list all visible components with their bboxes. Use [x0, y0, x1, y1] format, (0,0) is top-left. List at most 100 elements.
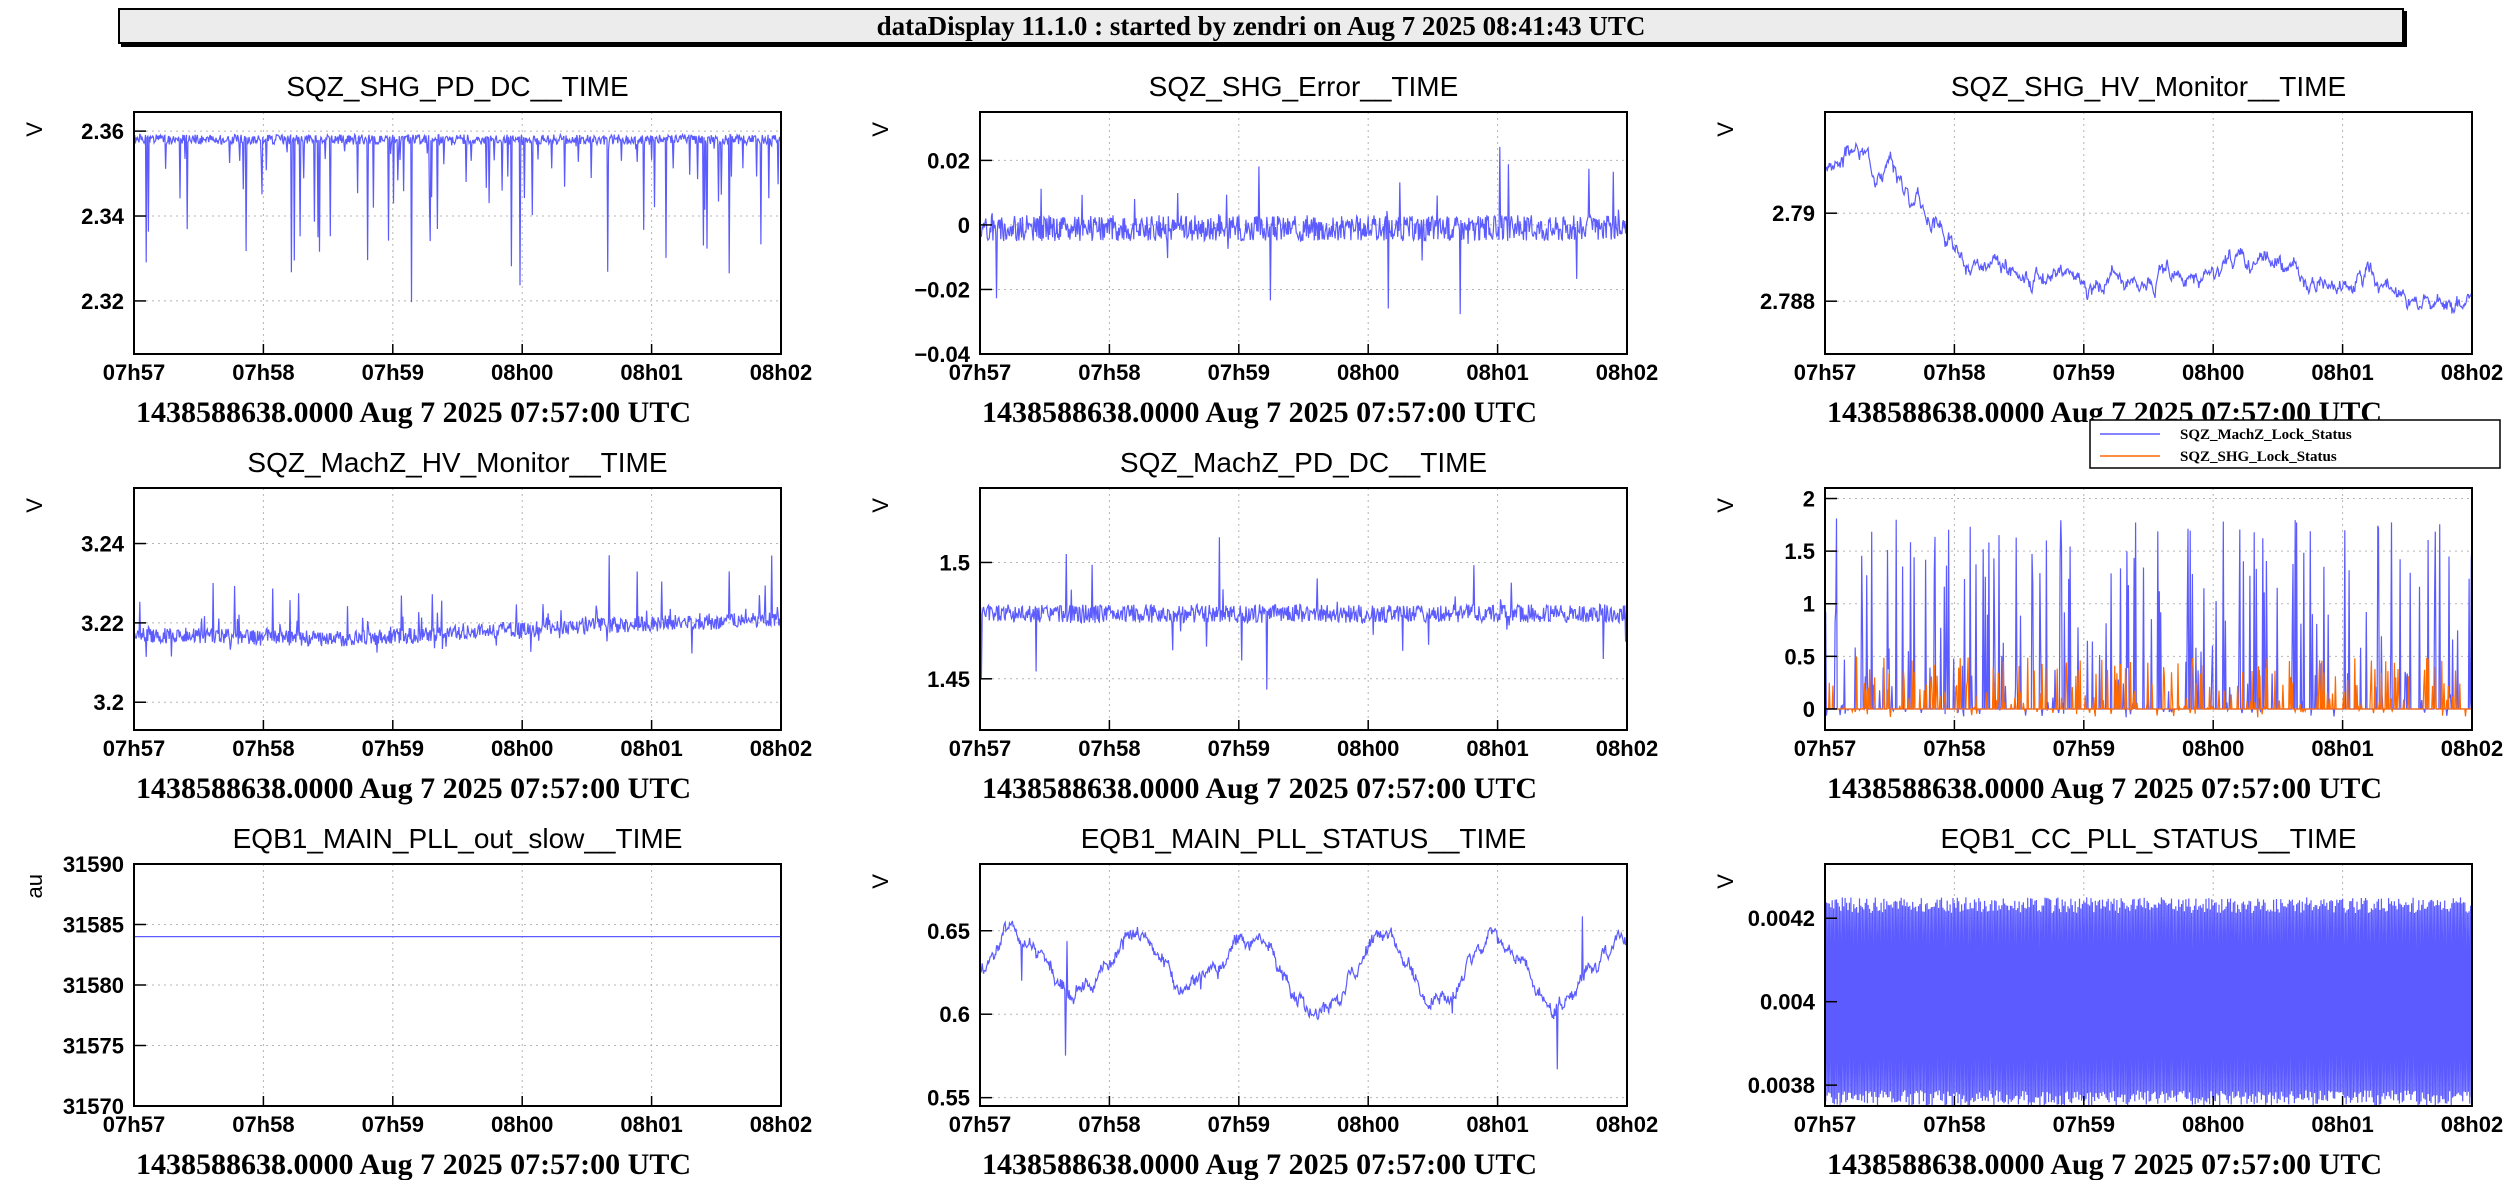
- y-axis-unit: V: [22, 122, 47, 137]
- y-tick-label: 2.36: [81, 119, 124, 144]
- y-tick-label: 31590: [63, 852, 124, 877]
- y-tick-label: 1.5: [1784, 539, 1815, 564]
- x-tick-label: 07h59: [2053, 1112, 2115, 1137]
- plot-title: EQB1_MAIN_PLL_out_slow__TIME: [233, 823, 683, 854]
- plot-panel: EQB1_CC_PLL_STATUS__TIME V 07h57 07h58 07h59…: [1713, 823, 2503, 1180]
- y-axis-unit: V: [868, 122, 893, 137]
- y-tick-label: 31575: [63, 1034, 124, 1059]
- x-tick-label: 07h59: [362, 360, 424, 385]
- y-tick-label: 2.32: [81, 289, 124, 314]
- series-line: [133, 555, 782, 657]
- y-axis-unit: V: [1713, 122, 1738, 137]
- x-tick-label: 07h58: [232, 736, 294, 761]
- y-tick-label: 1.5: [939, 550, 970, 575]
- x-tick-label: 07h57: [949, 1112, 1011, 1137]
- series-line: [979, 916, 1628, 1070]
- y-axis-unit: V: [1713, 498, 1738, 513]
- x-tick-label: 08h00: [491, 736, 553, 761]
- y-tick-label: 0.5: [1784, 644, 1815, 669]
- x-tick-label: 07h59: [362, 1112, 424, 1137]
- x-tick-label: 08h01: [2311, 736, 2373, 761]
- x-tick-label: 07h57: [1794, 736, 1856, 761]
- y-tick-label: 1.45: [927, 667, 970, 692]
- y-tick-label: 0.6: [939, 1002, 970, 1027]
- x-tick-label: 07h59: [1208, 1112, 1270, 1137]
- y-tick-label: 3.2: [93, 690, 124, 715]
- y-axis-unit: au: [22, 874, 47, 898]
- time-subtitle: 1438588638.0000 Aug 7 2025 07:57:00 UTC: [136, 396, 691, 429]
- y-tick-label: 31580: [63, 973, 124, 998]
- time-subtitle: 1438588638.0000 Aug 7 2025 07:57:00 UTC: [982, 772, 1537, 805]
- x-tick-label: 08h01: [2311, 360, 2373, 385]
- plot-title: SQZ_MachZ_PD_DC__TIME: [1120, 447, 1487, 478]
- plot-frame: [1824, 487, 2473, 731]
- series-line: [979, 537, 1628, 690]
- x-tick-label: 07h59: [1208, 736, 1270, 761]
- time-subtitle: 1438588638.0000 Aug 7 2025 07:57:00 UTC: [982, 1148, 1537, 1180]
- x-tick-label: 08h02: [2441, 736, 2503, 761]
- series-line: [1824, 141, 2473, 315]
- y-tick-label: 0: [1803, 697, 1815, 722]
- x-tick-label: 08h00: [1337, 360, 1399, 385]
- x-tick-label: 08h00: [1337, 1112, 1399, 1137]
- x-tick-label: 08h01: [1466, 360, 1528, 385]
- x-tick-label: 08h01: [1466, 736, 1528, 761]
- plot-panel: V 07h57 07h58 07h59 08h00 08h01 08h02 0 0.5 1 1.5 2…: [1713, 419, 2503, 805]
- y-tick-label: 2.788: [1760, 289, 1815, 314]
- x-tick-label: 08h02: [1596, 1112, 1658, 1137]
- legend-label: SQZ_MachZ_Lock_Status: [2180, 427, 2352, 443]
- series-line: [1825, 656, 2472, 718]
- x-tick-label: 07h59: [2053, 360, 2115, 385]
- x-tick-label: 08h00: [2182, 1112, 2244, 1137]
- x-tick-label: 08h01: [620, 360, 682, 385]
- y-tick-label: 0.55: [927, 1086, 970, 1111]
- plot-panel: SQZ_MachZ_PD_DC__TIME V 07h57 07h58 07h59 08h…: [868, 447, 1658, 805]
- plot-panel: SQZ_SHG_PD_DC__TIME V 07h57 07h58 07h59 08h00…: [22, 71, 812, 429]
- x-tick-label: 07h58: [232, 1112, 294, 1137]
- y-tick-label: 2.34: [81, 204, 125, 229]
- x-tick-label: 07h57: [103, 736, 165, 761]
- x-tick-label: 07h57: [103, 1112, 165, 1137]
- y-tick-label: 3.24: [81, 532, 125, 557]
- header-bar: dataDisplay 11.1.0 : started by zendri o…: [118, 8, 2404, 44]
- plot-frame: [133, 487, 782, 731]
- y-tick-label: 1: [1803, 592, 1815, 617]
- plot-frame: [979, 111, 1628, 355]
- x-tick-label: 08h01: [1466, 1112, 1528, 1137]
- y-tick-label: 3.22: [81, 611, 124, 636]
- plot-title: EQB1_MAIN_PLL_STATUS__TIME: [1081, 823, 1527, 854]
- x-tick-label: 08h01: [620, 736, 682, 761]
- x-tick-label: 07h59: [2053, 736, 2115, 761]
- plot-title: SQZ_SHG_HV_Monitor__TIME: [1951, 71, 2346, 102]
- time-subtitle: 1438588638.0000 Aug 7 2025 07:57:00 UTC: [1827, 772, 2382, 805]
- x-tick-label: 08h02: [2441, 1112, 2503, 1137]
- x-tick-label: 08h02: [1596, 736, 1658, 761]
- x-tick-label: 07h57: [1794, 1112, 1856, 1137]
- y-axis-unit: V: [868, 874, 893, 889]
- series-line: [1824, 897, 2473, 1107]
- time-subtitle: 1438588638.0000 Aug 7 2025 07:57:00 UTC: [982, 396, 1537, 429]
- plot-frame: [1824, 111, 2473, 355]
- y-tick-label: −0.02: [914, 277, 970, 302]
- x-tick-label: 07h58: [1923, 360, 1985, 385]
- y-tick-label: 0.65: [927, 919, 970, 944]
- y-tick-label: −0.04: [914, 342, 970, 367]
- x-tick-label: 08h01: [2311, 1112, 2373, 1137]
- x-tick-label: 07h58: [1078, 360, 1140, 385]
- plot-title: SQZ_MachZ_HV_Monitor__TIME: [247, 447, 667, 478]
- plot-frame: [979, 863, 1628, 1107]
- x-tick-label: 08h02: [750, 736, 812, 761]
- legend-label: SQZ_SHG_Lock_Status: [2180, 449, 2337, 465]
- y-tick-label: 0.0038: [1748, 1073, 1815, 1098]
- plot-frame: [1824, 863, 2473, 1107]
- legend-box: [2089, 419, 2501, 469]
- plot-panel: SQZ_SHG_HV_Monitor__TIME V 07h57 07h58 07h59…: [1713, 71, 2503, 429]
- y-tick-label: 31570: [63, 1094, 124, 1119]
- y-tick-label: 2.79: [1772, 201, 1815, 226]
- series-line: [133, 132, 782, 303]
- y-tick-label: 0.02: [927, 148, 970, 173]
- x-tick-label: 07h58: [1078, 1112, 1140, 1137]
- plot-title: SQZ_SHG_Error__TIME: [1149, 71, 1459, 102]
- header-title: dataDisplay 11.1.0 : started by zendri o…: [876, 11, 1646, 41]
